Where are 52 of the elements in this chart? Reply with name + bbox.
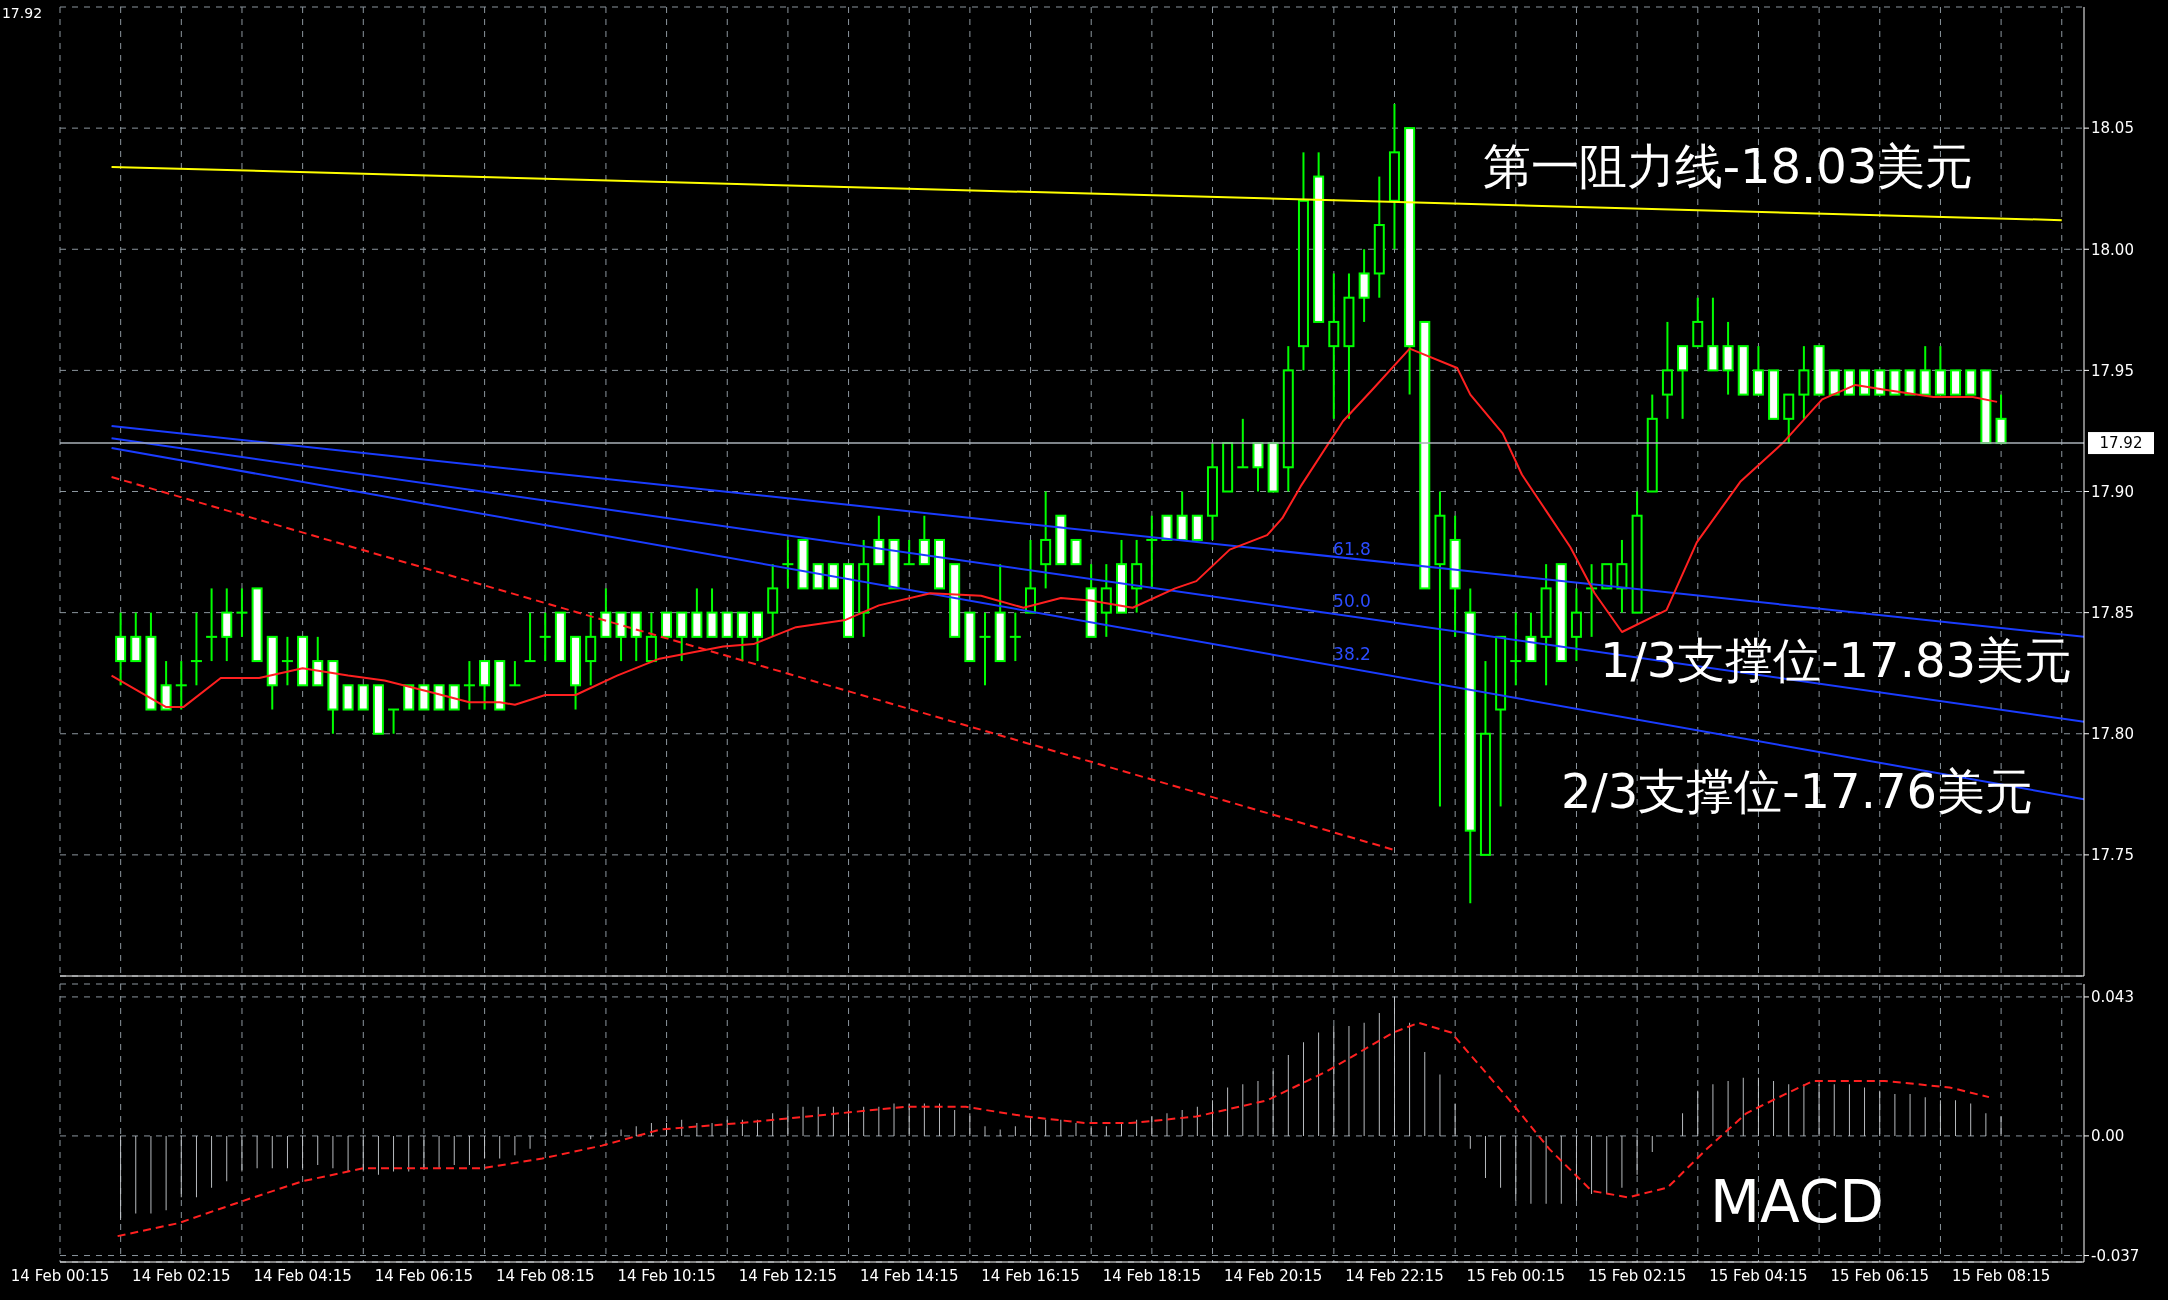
x-tick-label: 14 Feb 04:15: [253, 1266, 352, 1285]
candlestick: [539, 611, 551, 663]
x-tick-label: 14 Feb 06:15: [374, 1266, 474, 1285]
y-tick-label: 17.90: [2091, 482, 2134, 501]
ref-line-label: 17.92: [2099, 434, 2143, 453]
x-tick-label: 14 Feb 22:15: [1345, 1266, 1444, 1285]
candlestick: [903, 538, 915, 566]
candlestick: [1510, 611, 1522, 687]
x-tick-label: 14 Feb 00:15: [10, 1266, 110, 1285]
candlestick: [509, 660, 521, 687]
candlestick: [206, 587, 218, 663]
candlestick: [1009, 611, 1021, 663]
x-tick-label: 14 Feb 10:15: [617, 1266, 716, 1285]
x-tick-label: 14 Feb 08:15: [496, 1266, 595, 1285]
x-tick-label: 14 Feb 12:15: [738, 1266, 838, 1285]
candlestick: [1237, 417, 1249, 469]
x-tick-label: 15 Feb 08:15: [1951, 1266, 2051, 1285]
candlestick: [236, 587, 248, 638]
x-tick-label: 15 Feb 06:15: [1830, 1266, 1929, 1285]
text: 17.92: [1, 5, 43, 22]
annotation: 61.8: [1333, 538, 1371, 559]
x-tick-label: 14 Feb 16:15: [981, 1266, 1080, 1285]
annotation: MACD: [1710, 1168, 1884, 1237]
y-tick-label: -0.037: [2091, 1246, 2140, 1265]
x-tick-label: 14 Feb 02:15: [132, 1266, 231, 1285]
y-tick-label: 17.85: [2091, 603, 2134, 622]
x-tick-label: 14 Feb 18:15: [1102, 1266, 1202, 1285]
candlestick: [1586, 563, 1598, 638]
y-tick-label: 17.95: [2091, 361, 2134, 380]
y-tick-label: 17.75: [2091, 846, 2134, 865]
annotation: 第一阻力线-18.03美元: [1482, 137, 1974, 194]
candlestick: [1146, 514, 1158, 590]
candlestick: [979, 611, 991, 687]
x-tick-label: 15 Feb 02:15: [1587, 1266, 1687, 1285]
candlestick: [388, 708, 400, 735]
y-tick-label: 0.043: [2091, 988, 2134, 1007]
candlestick: [463, 660, 475, 711]
candlestick: [524, 611, 536, 663]
x-tick-label: 14 Feb 14:15: [860, 1266, 959, 1285]
x-tick-label: 15 Feb 00:15: [1466, 1266, 1566, 1285]
annotation: 50.0: [1333, 590, 1371, 611]
y-tick-label: 18.00: [2091, 240, 2134, 259]
candlestick: [190, 611, 202, 687]
x-tick-label: 14 Feb 20:15: [1223, 1266, 1323, 1285]
candlestick: [175, 660, 187, 711]
y-tick-label: 18.05: [2091, 119, 2134, 138]
candlestick: [281, 635, 293, 687]
y-tick-label: 17.80: [2091, 725, 2134, 744]
x-tick-label: 15 Feb 04:15: [1709, 1266, 1808, 1285]
y-tick-label: 0.00: [2091, 1127, 2125, 1146]
candlestick: [782, 538, 794, 590]
annotation: 38.2: [1333, 643, 1371, 664]
